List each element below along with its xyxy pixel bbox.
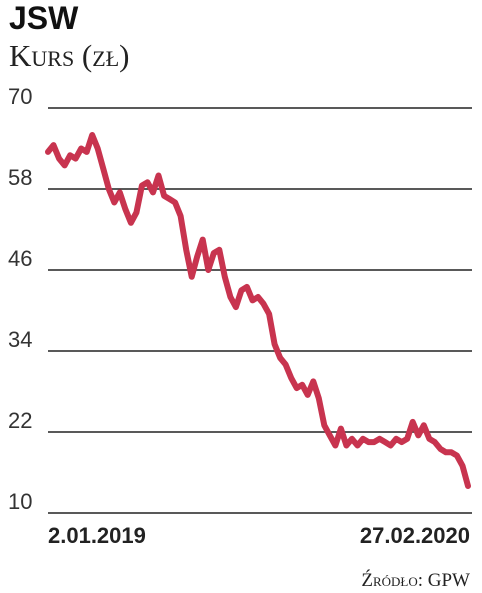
y-tick-label: 10 (8, 489, 32, 514)
chart-title: JSW (9, 0, 79, 36)
grid-lines (48, 107, 472, 514)
chart-subtitle: Kurs (zł) (9, 38, 130, 73)
y-tick-label: 22 (8, 408, 32, 433)
x-tick-labels: 2.01.2019 27.02.2020 (48, 523, 470, 548)
source-note: Źródło: GPW (361, 570, 470, 591)
x-tick-label: 2.01.2019 (48, 523, 146, 548)
y-tick-label: 46 (8, 246, 32, 271)
y-tick-label: 70 (8, 84, 32, 109)
x-tick-label: 27.02.2020 (360, 523, 470, 548)
series-line (45, 132, 471, 489)
y-tick-label: 58 (8, 165, 32, 190)
y-tick-labels: 10 22 34 46 58 70 (8, 84, 32, 514)
y-tick-label: 34 (8, 327, 32, 352)
